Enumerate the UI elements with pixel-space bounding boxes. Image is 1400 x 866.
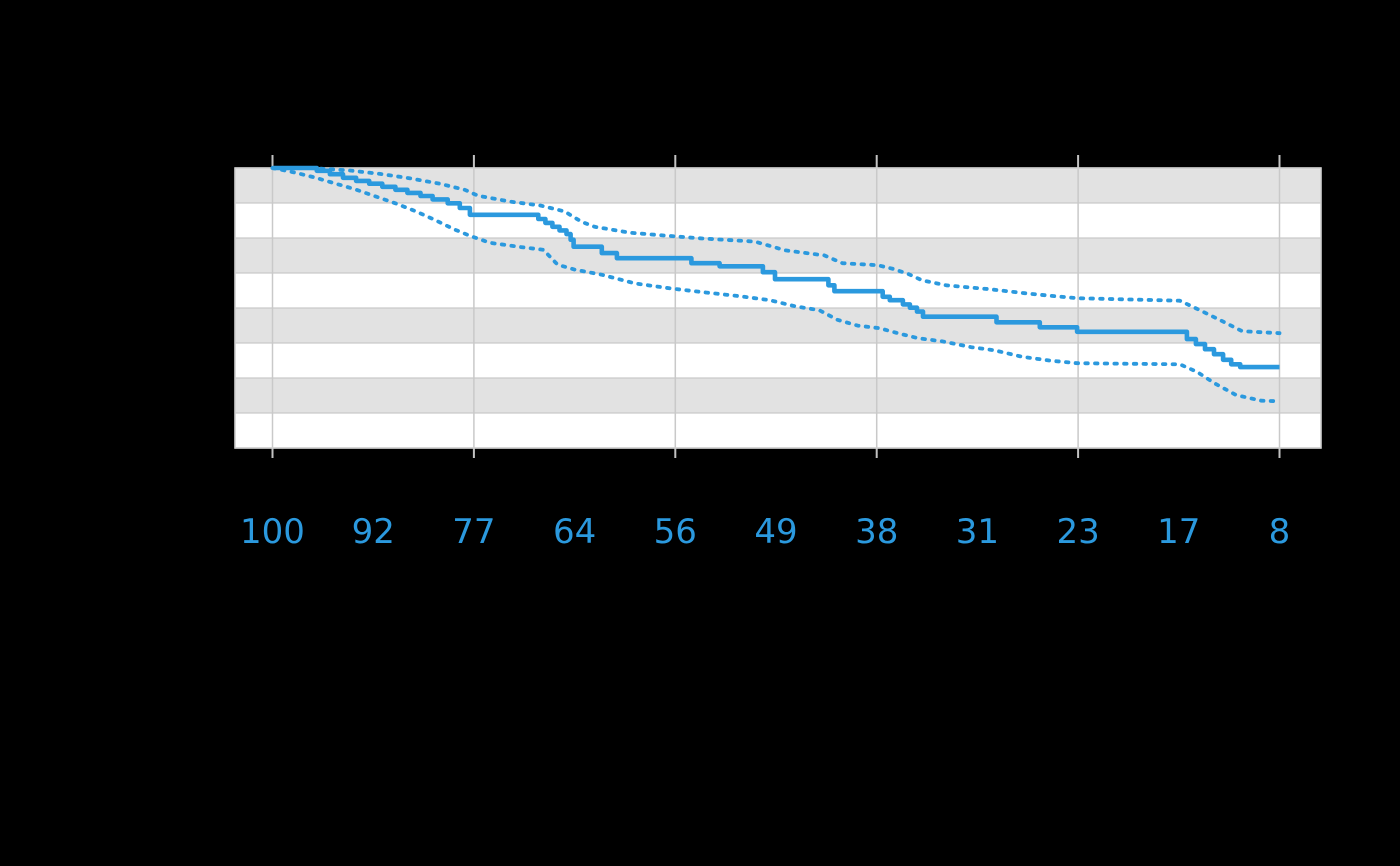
at-risk-count-row: 100 92 77 64 56 49 38 31 23 17 8 — [240, 512, 1290, 552]
axis-tick-marks — [271, 155, 1281, 458]
ci-upper-curve — [270, 166, 1282, 336]
background-band — [235, 308, 1321, 343]
background-band — [235, 238, 1321, 273]
background-band — [235, 378, 1321, 413]
at-risk-count: 64 — [553, 512, 596, 552]
at-risk-count: 56 — [654, 512, 697, 552]
background-band — [235, 168, 1321, 203]
background-band — [235, 413, 1321, 448]
plot-frame — [234, 167, 1322, 449]
at-risk-count: 100 — [240, 512, 305, 552]
background-band — [235, 203, 1321, 238]
at-risk-count: 38 — [855, 512, 898, 552]
at-risk-count: 92 — [352, 512, 395, 552]
at-risk-count: 8 — [1269, 512, 1291, 552]
at-risk-count: 23 — [1056, 512, 1099, 552]
vertical-gridlines — [271, 168, 1281, 448]
survival-step-curve — [272, 165, 1280, 370]
ci-lower-curve — [270, 166, 1281, 404]
at-risk-count: 17 — [1157, 512, 1200, 552]
at-risk-count: 77 — [452, 512, 495, 552]
at-risk-count: 49 — [754, 512, 797, 552]
at-risk-count: 31 — [956, 512, 999, 552]
background-band — [235, 343, 1321, 378]
